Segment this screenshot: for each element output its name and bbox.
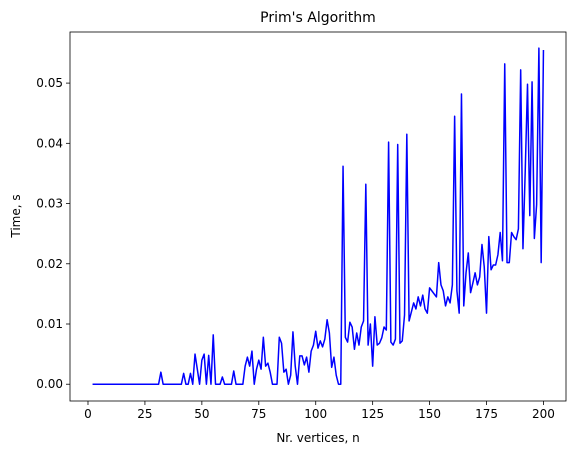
y-tick-label: 0.04 (36, 136, 63, 150)
y-tick-label: 0.01 (36, 317, 63, 331)
chart-title: Prim's Algorithm (260, 10, 376, 26)
x-tick-label: 200 (532, 407, 555, 421)
x-tick-label: 75 (251, 407, 266, 421)
y-tick-label: 0.02 (36, 257, 63, 271)
x-tick-label: 175 (475, 407, 498, 421)
y-tick-label: 0.05 (36, 76, 63, 90)
x-axis-label: Nr. vertices, n (276, 431, 359, 445)
data-line (92, 47, 545, 385)
x-tick-label: 25 (137, 407, 152, 421)
y-tick-label: 0.00 (36, 377, 63, 391)
plot-frame (69, 31, 567, 402)
y-tick-label: 0.03 (36, 197, 63, 211)
x-tick-label: 100 (304, 407, 327, 421)
x-tick-label: 125 (361, 407, 384, 421)
x-tick-label: 0 (84, 407, 92, 421)
x-tick-label: 50 (194, 407, 209, 421)
x-tick-label: 150 (418, 407, 441, 421)
y-axis-label: Time, s (9, 194, 23, 238)
